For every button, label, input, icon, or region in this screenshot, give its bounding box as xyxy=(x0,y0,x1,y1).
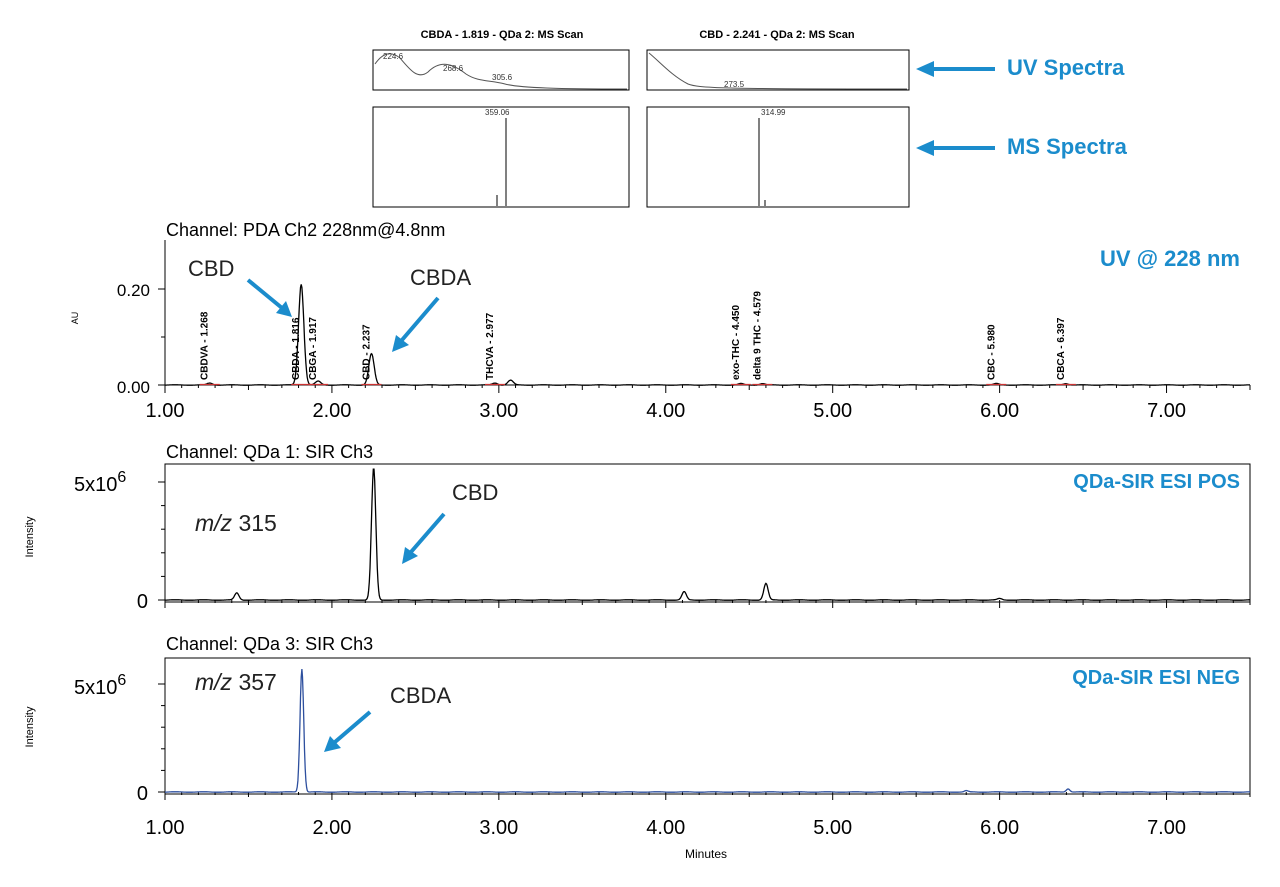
uv-peak-label: CBDA - 1.816 xyxy=(291,317,302,380)
uv-annotation-cbda: CBDA xyxy=(410,265,471,290)
neg-mz-label: m/z 357 xyxy=(195,669,277,695)
ms-spectra-arrow xyxy=(916,140,995,156)
pos-ytick-zero: 0 xyxy=(137,591,148,613)
x-tick-label: 3.00 xyxy=(479,817,518,839)
cbda-uv-trace xyxy=(374,53,628,90)
ms-spectra-callout: MS Spectra xyxy=(1007,134,1128,159)
cbda-uv-label-2: 268.6 xyxy=(443,64,464,73)
neg-trace xyxy=(165,669,1250,793)
pos-chart: Channel: QDa 1: SIR Ch3 QDa-SIR ESI POS … xyxy=(24,442,1251,613)
x-tick-label: 5.00 xyxy=(813,817,852,839)
x-tick-label: 1.00 xyxy=(146,400,185,422)
uv-ytick-000: 0.00 xyxy=(117,378,150,397)
x-tick-label: 2.00 xyxy=(312,817,351,839)
pos-tag: QDa-SIR ESI POS xyxy=(1073,471,1240,493)
pos-ylabel: Intensity xyxy=(24,516,36,557)
cbda-uv-label-1: 224.6 xyxy=(383,52,404,61)
neg-channel-title: Channel: QDa 3: SIR Ch3 xyxy=(166,634,373,654)
uv-peak-label: THCVA - 2.977 xyxy=(485,312,496,380)
neg-ytick-top: 5x106 xyxy=(74,672,126,699)
cbd-spectrum-title: CBD - 2.241 - QDa 2: MS Scan xyxy=(699,29,855,41)
uv-ylabel: AU xyxy=(70,312,80,325)
neg-ylabel: Intensity xyxy=(24,706,36,747)
cbd-uv-label: 273.5 xyxy=(724,80,745,89)
plot-frame xyxy=(164,463,1251,603)
uv-peak-label: CBD - 2.237 xyxy=(361,324,372,380)
x-tick-label: 7.00 xyxy=(1147,817,1186,839)
x-tick-label: 4.00 xyxy=(646,400,685,422)
pos-ytick-top: 5x106 xyxy=(74,469,126,496)
uv-peak-labels: CBDVA - 1.268 CBDA - 1.816 CBGA - 1.917 CBD… xyxy=(199,291,1076,386)
cbda-uv-box xyxy=(372,49,630,91)
plot-frame xyxy=(164,657,1251,795)
neg-axes xyxy=(158,657,1251,800)
cbd-ms-box xyxy=(646,106,910,208)
x-tick-label: 7.00 xyxy=(1147,400,1186,422)
x-tick-label: 1.00 xyxy=(146,817,185,839)
cbd-uv-box xyxy=(646,49,910,91)
x-tick-label: 5.00 xyxy=(813,400,852,422)
uv-cbd-arrow xyxy=(246,278,292,317)
neg-tag: QDa-SIR ESI NEG xyxy=(1072,667,1240,689)
pos-cbd-arrow xyxy=(402,512,446,564)
pos-annotation-cbd: CBD xyxy=(452,480,498,505)
uv-spectra-callout: UV Spectra xyxy=(1007,55,1125,80)
x-tick-label: 6.00 xyxy=(980,400,1019,422)
spectra-panel: CBDA - 1.819 - QDa 2: MS Scan CBD - 2.24… xyxy=(372,29,1128,208)
pos-channel-title: Channel: QDa 1: SIR Ch3 xyxy=(166,442,373,462)
uv-peak-label: delta 9 THC - 4.579 xyxy=(752,291,763,380)
uv-peak-label: CBCA - 6.397 xyxy=(1056,317,1067,380)
uv-peak-label: CBC - 5.980 xyxy=(986,324,997,380)
pos-mz-label: m/z 315 xyxy=(195,510,277,536)
cbd-uv-trace xyxy=(648,52,908,90)
x-tick-label: 4.00 xyxy=(646,817,685,839)
uv-channel-title: Channel: PDA Ch2 228nm@4.8nm xyxy=(166,220,445,240)
uv-peak-label: CBGA - 1.917 xyxy=(308,317,319,380)
uv-axes xyxy=(158,240,1251,393)
x-axis-label: Minutes xyxy=(685,847,727,861)
uv-trace xyxy=(165,284,1251,386)
neg-cbda-arrow xyxy=(324,710,372,752)
neg-ytick-zero: 0 xyxy=(137,783,148,805)
x-tick-label: 3.00 xyxy=(479,400,518,422)
cbda-ms-label: 359.06 xyxy=(485,108,510,117)
neg-annotation-cbda: CBDA xyxy=(390,683,451,708)
uv-spectra-arrow xyxy=(916,61,995,77)
cbda-uv-label-3: 305.6 xyxy=(492,73,513,82)
uv-tag: UV @ 228 nm xyxy=(1100,246,1240,271)
uv-chart: Channel: PDA Ch2 228nm@4.8nm UV @ 228 nm… xyxy=(70,220,1251,422)
uv-xtick-labels: 1.00 2.00 3.00 4.00 5.00 6.00 7.00 xyxy=(146,400,1186,422)
x-tick-label: 6.00 xyxy=(980,817,1019,839)
neg-chart: Channel: QDa 3: SIR Ch3 QDa-SIR ESI NEG … xyxy=(24,634,1251,861)
uv-cbda-arrow xyxy=(392,296,440,352)
x-tick-label: 2.00 xyxy=(312,400,351,422)
uv-ytick-020: 0.20 xyxy=(117,281,150,300)
cbda-ms-box xyxy=(372,106,630,208)
neg-xtick-labels: 1.00 2.00 3.00 4.00 5.00 6.00 7.00 xyxy=(146,817,1186,839)
cbda-spectrum-title: CBDA - 1.819 - QDa 2: MS Scan xyxy=(421,29,584,41)
uv-peak-label: CBDVA - 1.268 xyxy=(200,311,211,380)
uv-annotation-cbd: CBD xyxy=(188,256,234,281)
uv-peak-label: exo-THC - 4.450 xyxy=(731,305,742,380)
pos-trace xyxy=(164,468,1250,601)
cbd-ms-label: 314.99 xyxy=(761,108,786,117)
